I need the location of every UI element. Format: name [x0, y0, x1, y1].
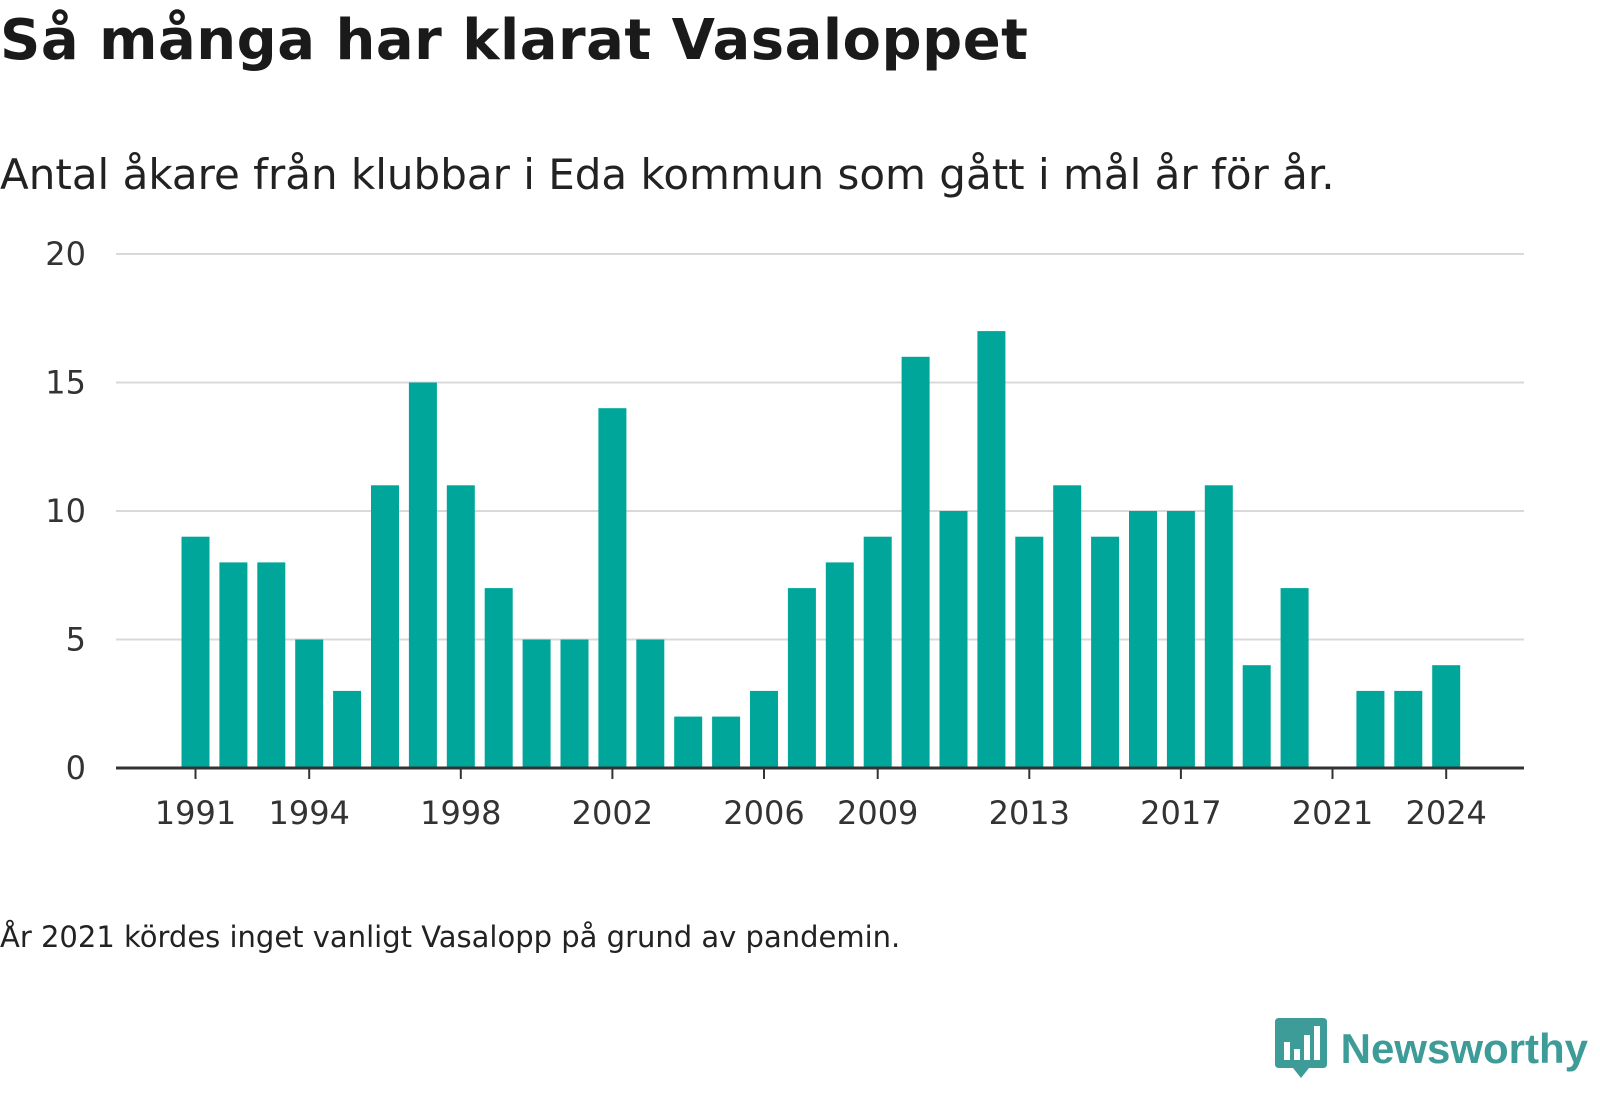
bar-2004 [674, 716, 703, 768]
x-axis-ticks: 1991 1994 1998 2002 2006 2009 2013 2017 2021 2024 [155, 768, 1487, 832]
bar-1995 [333, 690, 362, 768]
gridlines [116, 253, 1524, 641]
bar-chart: 0 5 10 15 20 1991 1994 1998 2002 2006 2009 2013 201… [45, 235, 1524, 832]
x-tick-label: 1994 [268, 794, 349, 832]
bar-2007 [787, 588, 816, 768]
bar-2024 [1432, 665, 1461, 768]
bar-2019 [1242, 665, 1271, 768]
x-tick-label: 1998 [420, 794, 501, 832]
bar-2018 [1204, 485, 1233, 768]
bar-2006 [750, 690, 778, 768]
bar-2017 [1166, 511, 1195, 768]
bars [181, 331, 1461, 768]
footnote: År 2021 kördes inget vanligt Vasalopp på… [0, 920, 901, 954]
x-tick-label: 2021 [1292, 794, 1373, 832]
newsworthy-logo: Newsworthy [1274, 1018, 1588, 1080]
bar-1993 [257, 562, 286, 768]
bar-2009 [863, 536, 892, 768]
y-tick-label: 10 [45, 492, 86, 530]
x-tick-label: 2017 [1140, 794, 1221, 832]
bar-2013 [1015, 536, 1044, 768]
x-tick-label: 1991 [155, 794, 236, 832]
x-tick-label: 2002 [572, 794, 653, 832]
y-tick-label: 15 [45, 364, 86, 402]
bar-2001 [560, 639, 589, 768]
bar-1994 [295, 639, 324, 768]
x-tick-label: 2009 [837, 794, 918, 832]
bar-1996 [371, 485, 399, 768]
bar-2022 [1356, 690, 1385, 768]
x-tick-label: 2006 [723, 794, 804, 832]
chart-title: Så många har klarat Vasaloppet [0, 8, 1029, 73]
x-tick-label: 2024 [1405, 794, 1486, 832]
bar-1997 [408, 382, 437, 768]
bar-2020 [1280, 588, 1309, 768]
bar-2000 [522, 639, 551, 768]
bar-1992 [219, 562, 248, 768]
bar-2008 [825, 562, 854, 768]
bar-1999 [484, 588, 513, 768]
chart-subtitle: Antal åkare från klubbar i Eda kommun so… [0, 150, 1335, 199]
chat-bubble-bar-chart-icon [1274, 1018, 1327, 1078]
bar-2014 [1053, 485, 1082, 768]
y-tick-label: 20 [45, 235, 86, 273]
bar-1998 [446, 485, 475, 768]
bar-2005 [712, 716, 741, 768]
x-tick-label: 2013 [989, 794, 1070, 832]
bar-1991 [181, 536, 210, 768]
bar-2003 [636, 639, 665, 768]
brand-name: Newsworthy [1340, 1025, 1588, 1072]
y-tick-label: 0 [66, 749, 86, 787]
y-axis-labels: 0 5 10 15 20 [45, 235, 86, 787]
bar-2012 [977, 331, 1006, 768]
bar-2010 [901, 356, 930, 768]
bar-2002 [598, 408, 627, 768]
bar-2023 [1394, 690, 1423, 768]
y-tick-label: 5 [66, 621, 86, 659]
bar-2011 [939, 511, 968, 768]
bar-2015 [1091, 536, 1120, 768]
bar-2016 [1129, 511, 1157, 768]
